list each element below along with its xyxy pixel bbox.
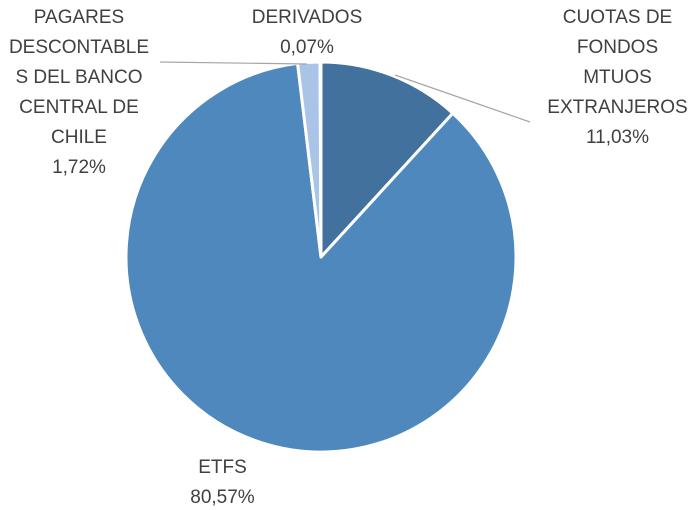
slice-label: DERIVADOS 0,07%	[232, 3, 382, 63]
pie-slice	[319, 60, 455, 259]
value-label: 0,07%	[280, 37, 334, 58]
value-label: 11,03%	[585, 127, 650, 148]
leader-line	[394, 74, 531, 123]
category-name: DERIVADOS	[251, 7, 363, 28]
leader-line	[159, 61, 308, 65]
category-name: ETFS	[198, 457, 247, 478]
slice-label: PAGARES DESCONTABLES DEL BANCO CENTRAL D…	[5, 3, 153, 183]
pie-slice	[318, 60, 323, 259]
category-name: PAGARES DESCONTABLES DEL BANCO CENTRAL D…	[8, 7, 150, 148]
category-name: CUOTAS DE FONDOS MTUOS EXTRANJEROS	[547, 7, 688, 118]
value-label: 80,57%	[190, 487, 255, 508]
value-label: 1,72%	[52, 157, 106, 178]
slice-label: CUOTAS DE FONDOS MTUOS EXTRANJEROS 11,03%	[540, 3, 690, 153]
slices	[124, 60, 518, 454]
slice-label: ETFS 80,57%	[160, 453, 285, 510]
